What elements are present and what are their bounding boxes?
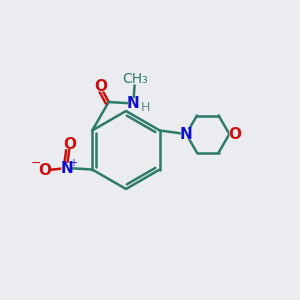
Text: −: − (31, 157, 41, 170)
FancyBboxPatch shape (230, 129, 240, 139)
Text: O: O (228, 127, 241, 142)
FancyBboxPatch shape (64, 139, 75, 149)
Text: O: O (38, 163, 51, 178)
FancyBboxPatch shape (141, 102, 151, 112)
FancyBboxPatch shape (128, 98, 139, 109)
FancyBboxPatch shape (181, 129, 192, 139)
FancyBboxPatch shape (95, 81, 106, 92)
Text: +: + (69, 158, 77, 168)
Text: O: O (94, 79, 107, 94)
Text: N: N (127, 96, 140, 111)
FancyBboxPatch shape (39, 165, 50, 176)
FancyBboxPatch shape (127, 74, 143, 85)
Text: O: O (63, 136, 76, 152)
FancyBboxPatch shape (61, 163, 72, 173)
Text: N: N (60, 160, 73, 175)
Text: N: N (180, 127, 193, 142)
Text: H: H (141, 100, 151, 114)
Text: CH₃: CH₃ (122, 73, 148, 86)
